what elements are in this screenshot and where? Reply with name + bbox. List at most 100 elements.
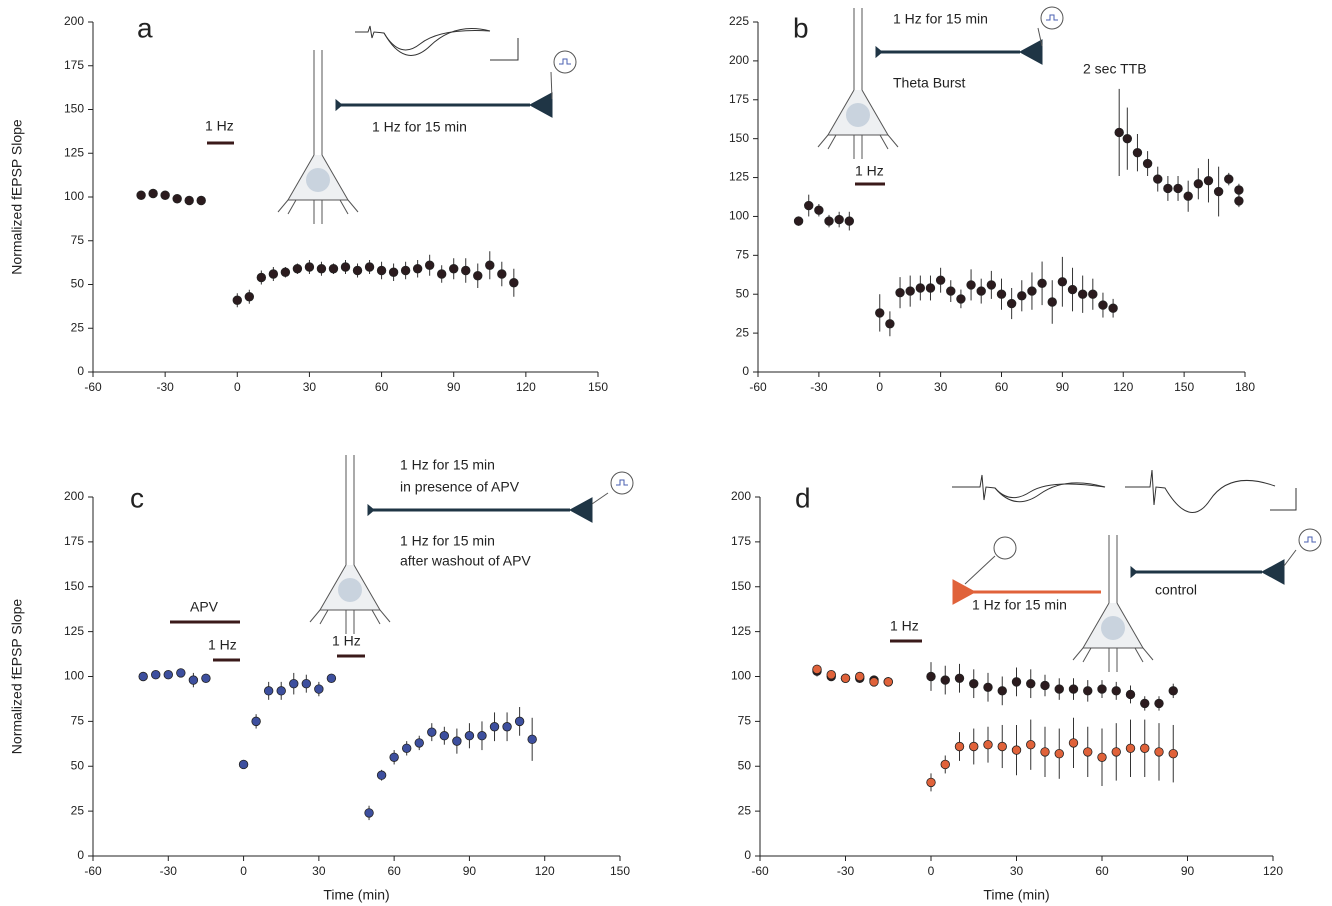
x-axis-label: Time (min): [323, 887, 389, 903]
data-point: [502, 722, 512, 732]
data-point: [301, 678, 312, 689]
data-point: [826, 670, 836, 680]
y-tick-label: 75: [738, 714, 752, 728]
data-point: [497, 269, 507, 279]
data-point: [834, 214, 844, 225]
data-point: [1006, 298, 1017, 309]
data-point: [424, 260, 435, 270]
basal-dendrites: [309, 609, 391, 634]
data-point: [1057, 277, 1068, 287]
annotation: 1 Hz for 15 min: [400, 533, 495, 549]
data-point: [905, 286, 915, 296]
data-point: [316, 264, 327, 274]
data-point: [436, 269, 447, 279]
annotation: 1 Hz: [332, 633, 361, 649]
y-tick-label: 100: [64, 189, 84, 203]
data-point: [485, 260, 495, 270]
panel-label: b: [793, 12, 809, 43]
data-point: [1168, 748, 1178, 759]
x-tick-label: 120: [516, 380, 536, 394]
data-point: [1088, 289, 1098, 299]
data-point: [427, 727, 437, 737]
data-point: [1067, 284, 1078, 295]
data-point: [1083, 747, 1093, 757]
y-tick-label: 50: [71, 758, 85, 772]
y-tick-label: 100: [729, 209, 749, 223]
data-point: [280, 267, 291, 277]
stimulator: [553, 50, 577, 74]
data-point: [946, 286, 956, 296]
neuron-diagram: [817, 6, 1064, 159]
data-point: [824, 216, 834, 226]
nucleus: [846, 103, 870, 127]
annotation: 1 Hz for 15 min: [893, 11, 988, 27]
data-point: [238, 759, 249, 770]
terminal: [1130, 565, 1138, 579]
stim-electrode: [964, 555, 996, 585]
annotation: control: [1155, 582, 1197, 598]
y-tick-label: 150: [729, 131, 749, 145]
x-tick-label: 30: [312, 864, 326, 878]
y-tick-label: 175: [731, 534, 751, 548]
data-point: [869, 677, 879, 687]
data-point: [148, 188, 158, 199]
panel-label: a: [137, 12, 153, 43]
data-point: [514, 716, 525, 727]
basal-dendrites: [817, 134, 899, 159]
data-point: [986, 280, 997, 290]
data-point: [176, 668, 186, 678]
neuron-diagram: [309, 455, 634, 634]
data-point: [1027, 286, 1037, 296]
data-point: [527, 734, 537, 745]
data-point: [1054, 748, 1064, 759]
data-point: [1037, 278, 1047, 289]
x-tick-label: -30: [156, 380, 174, 394]
data-point: [940, 759, 950, 770]
data-point: [1163, 183, 1173, 194]
data-point: [400, 265, 411, 276]
data-point: [151, 670, 161, 680]
data-point: [314, 684, 324, 694]
data-point: [244, 292, 255, 302]
data-point: [172, 194, 182, 204]
data-point: [414, 738, 424, 748]
data-point: [1026, 678, 1036, 689]
annotation: Theta Burst: [893, 75, 965, 91]
data-point: [452, 736, 462, 746]
annotation: 1 Hz: [205, 118, 234, 134]
dendrite: [853, 8, 863, 90]
y-tick-label: 0: [742, 364, 749, 378]
pulse: [1046, 14, 1058, 21]
y-tick-label: 175: [64, 534, 84, 548]
data-point: [201, 673, 211, 683]
x-tick-label: -60: [751, 864, 769, 878]
data-point: [855, 671, 865, 682]
data-point: [289, 678, 299, 689]
nucleus: [306, 168, 330, 192]
data-point: [364, 808, 374, 818]
data-point: [1140, 743, 1150, 754]
x-tick-label: 60: [1095, 864, 1109, 878]
data-point: [1111, 747, 1121, 757]
data-point: [160, 190, 170, 200]
x-tick-label: 60: [375, 380, 389, 394]
data-point: [925, 283, 936, 293]
x-tick-label: -30: [837, 864, 855, 878]
data-point: [1140, 698, 1150, 709]
nucleus: [1101, 616, 1125, 640]
data-point: [376, 265, 387, 276]
terminal: [875, 45, 883, 59]
x-tick-label: 150: [1174, 380, 1194, 394]
stim-stimulator: [993, 536, 1017, 560]
data-point: [956, 294, 966, 304]
data-point: [1168, 686, 1178, 696]
y-tick-label: 225: [729, 14, 749, 28]
x-tick-label: -60: [749, 380, 767, 394]
y-tick-label: 50: [738, 758, 752, 772]
data-point: [954, 673, 965, 683]
x-axis-label: Time (min): [983, 887, 1049, 903]
data-point: [1011, 677, 1022, 687]
x-tick-label: 0: [928, 864, 935, 878]
x-tick-label: 0: [234, 380, 241, 394]
electrode: [550, 71, 553, 100]
